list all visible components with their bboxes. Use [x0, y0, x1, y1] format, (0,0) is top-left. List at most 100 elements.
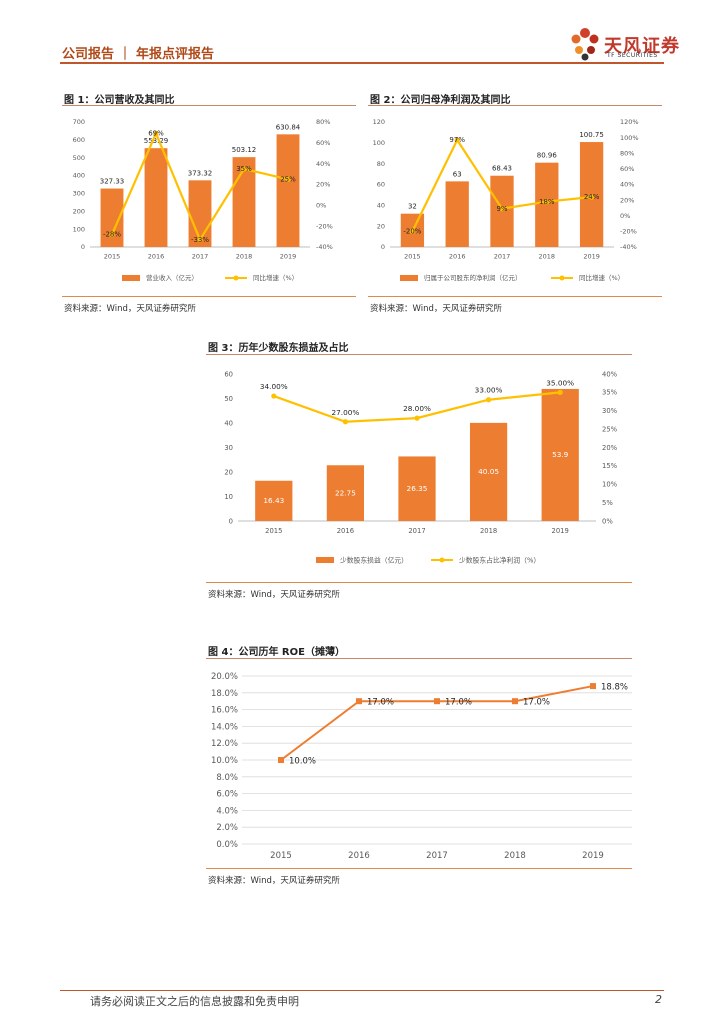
figure-4-top-rule	[206, 658, 632, 659]
y-right-tick-label: 80%	[620, 149, 634, 157]
y-right-tick-label: 40%	[316, 160, 330, 168]
figure-1-source: 资料来源：Wind，天风证券研究所	[64, 304, 196, 314]
figure-1-title: 图 1：公司营收及其同比	[64, 95, 175, 106]
growth-point	[197, 237, 203, 243]
figure-4-source: 资料来源：Wind，天风证券研究所	[208, 876, 340, 886]
y-left-tick-label: 40	[377, 202, 385, 210]
x-tick-label: 2015	[265, 527, 282, 535]
bar-data-label: 553.29	[144, 137, 169, 145]
y-left-tick-label: 60	[377, 181, 385, 189]
growth-data-label: 34.00%	[260, 382, 288, 391]
y-right-tick-label: 20%	[602, 444, 618, 452]
y-left-tick-label: 100	[373, 139, 385, 147]
bar	[326, 465, 365, 521]
y-tick-label: 16.0%	[211, 706, 238, 716]
legend-bar-label: 少数股东损益（亿元）	[340, 555, 408, 564]
roe-data-label: 17.0%	[523, 698, 550, 708]
growth-point	[499, 206, 505, 212]
x-tick-label: 2015	[404, 253, 421, 261]
y-right-tick-label: 20%	[620, 196, 634, 204]
bar-data-label: 327.33	[100, 178, 125, 186]
bar-data-label: 32	[408, 203, 417, 211]
x-tick-label: 2017	[192, 253, 209, 261]
x-tick-label: 2017	[494, 253, 511, 261]
y-left-tick-label: 300	[73, 190, 85, 198]
x-tick-label: 2015	[270, 851, 292, 861]
growth-point	[544, 199, 550, 205]
legend-line-label: 同比增速（%）	[253, 273, 298, 282]
y-right-tick-label: -20%	[620, 228, 637, 236]
growth-data-label: -20%	[403, 228, 421, 236]
roe-data-label: 17.0%	[367, 698, 394, 708]
growth-point	[409, 228, 415, 234]
figure-3-top-rule	[206, 354, 632, 355]
x-tick-label: 2019	[280, 253, 297, 261]
figure-3-bottom-rule	[206, 582, 632, 583]
figure-1-bottom-rule	[62, 296, 356, 297]
x-tick-label: 2015	[104, 253, 121, 261]
legend-bar-swatch	[400, 275, 418, 281]
bar-data-label: 630.84	[276, 123, 301, 131]
company-logo-icon	[571, 28, 599, 61]
growth-point	[271, 393, 277, 399]
y-tick-label: 6.0%	[216, 790, 238, 800]
y-right-tick-label: 40%	[620, 181, 634, 189]
legend-bar-swatch	[122, 275, 140, 281]
bar-data-label: 53.9	[552, 450, 569, 459]
y-left-tick-label: 20	[224, 468, 233, 476]
x-tick-label: 2019	[552, 527, 569, 535]
y-right-tick-label: 120%	[620, 118, 639, 126]
roe-point	[590, 683, 596, 690]
x-tick-label: 2019	[583, 253, 600, 261]
y-right-tick-label: 5%	[602, 499, 613, 507]
x-tick-label: 2018	[236, 253, 253, 261]
growth-data-label: 35%	[236, 165, 252, 173]
roe-point	[512, 698, 518, 705]
y-tick-label: 2.0%	[216, 823, 238, 833]
figure-2-title: 图 2：公司归母净利润及其同比	[370, 95, 511, 106]
roe-point	[356, 698, 362, 705]
y-tick-label: 10.0%	[211, 756, 238, 766]
bar-data-label: 40.05	[478, 467, 499, 476]
y-tick-label: 20.0%	[211, 672, 238, 682]
legend-bar-swatch	[316, 557, 334, 563]
bar	[490, 175, 514, 247]
figure-4-title: 图 4：公司历年 ROE（摊薄）	[208, 647, 345, 658]
y-right-tick-label: 0%	[602, 517, 613, 525]
roe-data-label: 17.0%	[445, 698, 472, 708]
y-right-tick-label: 60%	[316, 139, 330, 147]
y-right-tick-label: 20%	[316, 181, 330, 189]
y-left-tick-label: 0	[229, 517, 233, 525]
y-tick-label: 12.0%	[211, 739, 238, 749]
x-tick-label: 2018	[504, 851, 526, 861]
x-tick-label: 2018	[480, 527, 497, 535]
y-left-tick-label: 20	[377, 222, 385, 230]
growth-data-label: 18%	[539, 198, 555, 206]
growth-data-label: -28%	[103, 231, 121, 239]
bar-data-label: 100.75	[579, 131, 604, 139]
y-right-tick-label: 40%	[602, 370, 618, 378]
y-left-tick-label: 60	[224, 370, 233, 378]
legend-line-label: 少数股东占比净利润（%）	[459, 555, 540, 564]
growth-data-label: 25%	[280, 175, 296, 183]
bar-data-label: 373.32	[188, 169, 213, 177]
growth-data-label: 33.00%	[475, 386, 503, 395]
company-logo-text: 天风证券	[604, 36, 680, 57]
y-left-tick-label: 80	[377, 160, 385, 168]
y-tick-label: 4.0%	[216, 806, 238, 816]
bar	[398, 456, 436, 521]
bar-data-label: 63	[453, 170, 462, 178]
y-left-tick-label: 0	[381, 243, 385, 251]
y-left-tick-label: 40	[224, 419, 233, 427]
y-left-tick-label: 200	[73, 207, 85, 215]
roe-point	[278, 757, 284, 763]
bar-data-label: 16.43	[263, 496, 284, 505]
legend-line-marker	[233, 275, 239, 281]
y-right-tick-label: 0%	[620, 212, 630, 220]
bar	[276, 134, 300, 247]
x-tick-label: 2019	[582, 851, 604, 861]
bar-data-label: 503.12	[232, 146, 257, 154]
chart-minority-interest: 0 10 20 30 40 50 60 0% 5% 10% 15% 20% 25% 30% 35% 40% 20…	[224, 370, 618, 564]
y-right-tick-label: 30%	[602, 407, 618, 415]
y-right-tick-label: -20%	[316, 222, 333, 230]
